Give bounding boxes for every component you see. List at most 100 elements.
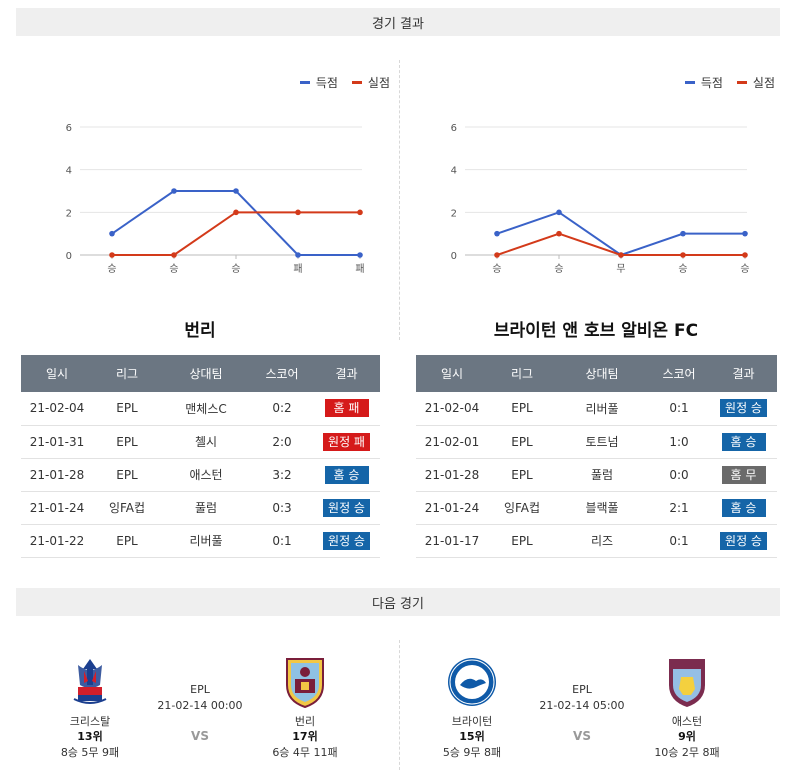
cell-date: 21-02-04 [416, 392, 488, 426]
home-team-record: 8승 5무 9패 [60, 746, 120, 759]
match-info: EPL 21-02-14 00:00 VS [145, 683, 255, 743]
cell-score: 3:2 [251, 458, 313, 492]
next-match-card[interactable]: 브라이턴 15위 5승 9무 8패 EPL 21-02-14 05:00 VS … [432, 655, 732, 775]
cell-date: 21-01-24 [416, 491, 488, 525]
cell-opponent: 맨체스C [161, 392, 251, 426]
result-badge: 원정 승 [720, 531, 767, 550]
cell-date: 21-01-24 [21, 491, 93, 525]
cell-date: 21-01-31 [21, 425, 93, 459]
results-section-title: 경기 결과 [372, 16, 424, 32]
table-row: 21-02-04 EPL 리버풀 0:1 원정 승 [416, 392, 777, 426]
data-point-scored [295, 252, 301, 258]
legend-swatch-scored [299, 81, 310, 84]
legend-swatch-scored [684, 81, 695, 84]
cell-date: 21-02-01 [416, 425, 488, 459]
cell-league: EPL [93, 524, 161, 558]
table-row: 21-01-28 EPL 풀럼 0:0 홈 무 [416, 458, 777, 492]
cell-league: EPL [93, 458, 161, 492]
home-team-name: 크리스탈 [69, 715, 111, 728]
team-title-right: 브라이턴 앤 호브 알비온 FC [493, 321, 699, 341]
result-badge: 홈 승 [324, 465, 369, 484]
results-table-right: 일시 리그 상대팀 스코어 결과 21-02-04 EPL 리버풀 0:1 원정 승 21… [416, 355, 777, 558]
match-league: EPL [572, 683, 592, 696]
away-team[interactable]: 애스턴 9위 10승 2무 8패 [647, 655, 727, 760]
cell-result: 원정 승 [710, 524, 777, 558]
data-point-conceded [618, 252, 624, 258]
home-team[interactable]: 크리스탈 13위 8승 5무 9패 [50, 655, 130, 760]
cell-league: EPL [488, 425, 556, 459]
table-row: 21-02-04 EPL 맨체스C 0:2 홈 패 [21, 392, 380, 426]
result-badge: 홈 승 [721, 498, 766, 517]
result-badge: 홈 패 [324, 399, 369, 418]
result-badge: 원정 승 [323, 531, 370, 550]
y-tick-label: 6 [451, 123, 457, 134]
next-match-section-title: 다음 경기 [372, 596, 424, 612]
cell-opponent: 리즈 [556, 524, 648, 558]
legend-item-conceded: 실점 [351, 74, 390, 91]
data-point-scored [680, 230, 686, 237]
data-point-scored [233, 188, 239, 194]
y-tick-label: 6 [66, 123, 72, 134]
result-badge: 홈 무 [721, 465, 766, 484]
cell-result: 홈 무 [710, 458, 777, 492]
result-badge: 원정 승 [323, 498, 370, 517]
cell-league: EPL [93, 425, 161, 459]
results-section-header: 경기 결과 [16, 8, 780, 36]
cell-result: 원정 승 [313, 491, 380, 525]
cell-score: 0:1 [251, 524, 313, 558]
data-point-conceded [556, 230, 562, 237]
cell-result: 원정 승 [710, 392, 777, 426]
away-team-name: 번리 [294, 715, 316, 728]
header-opponent: 상대팀 [556, 355, 648, 392]
burnley-crest-icon [286, 658, 324, 709]
y-tick-label: 0 [451, 251, 457, 262]
table-row: 21-01-31 EPL 첼시 2:0 원정 패 [21, 425, 380, 459]
chart-legend: 득점 실점 [684, 74, 775, 91]
cell-result: 홈 승 [710, 425, 777, 459]
match-datetime: 21-02-14 05:00 [539, 699, 625, 712]
legend-item-conceded: 실점 [736, 74, 775, 91]
y-tick-label: 4 [66, 166, 72, 177]
column-divider [399, 640, 400, 770]
cell-league: EPL [488, 392, 556, 426]
series-line-scored [111, 190, 360, 256]
legend-item-scored: 득점 [299, 74, 338, 91]
cell-score: 0:1 [648, 524, 710, 558]
away-team[interactable]: 번리 17위 6승 4무 11패 [265, 655, 345, 760]
header-score: 스코어 [251, 355, 313, 392]
away-team-name: 애스턴 [671, 715, 703, 728]
results-table-left: 일시 리그 상대팀 스코어 결과 21-02-04 EPL 맨체스C 0:2 홈 패 21… [21, 355, 380, 558]
cell-league: 잉FA컵 [488, 491, 556, 525]
table-header-row: 일시 리그 상대팀 스코어 결과 [21, 355, 380, 392]
cell-result: 원정 승 [313, 524, 380, 558]
cell-result: 홈 승 [710, 491, 777, 525]
home-team[interactable]: 브라이턴 15위 5승 9무 8패 [432, 655, 512, 760]
cell-date: 21-01-17 [416, 524, 488, 558]
data-point-scored [556, 209, 562, 216]
header-league: 리그 [488, 355, 556, 392]
crystal-palace-crest-icon [73, 659, 107, 704]
next-match-card[interactable]: 크리스탈 13위 8승 5무 9패 EPL 21-02-14 00:00 VS … [50, 655, 350, 775]
data-point-conceded [171, 252, 177, 258]
series-line-scored [496, 211, 745, 257]
data-point-conceded [295, 209, 301, 216]
legend-swatch-conceded [351, 81, 362, 84]
home-team-rank: 13위 [77, 730, 103, 743]
x-tick-label: 승 [678, 263, 687, 275]
data-point-conceded [494, 252, 500, 258]
chart-legend: 득점 실점 [299, 74, 390, 91]
cell-date: 21-01-22 [21, 524, 93, 558]
x-tick-label: 패 [293, 263, 302, 275]
cell-opponent: 풀럼 [161, 491, 251, 525]
legend-label-conceded: 실점 [752, 76, 775, 90]
team-title-left: 번리 [184, 321, 216, 341]
data-point-conceded [742, 252, 748, 258]
legend-label-scored: 득점 [315, 76, 338, 90]
vs-label: VS [573, 729, 591, 743]
header-league: 리그 [93, 355, 161, 392]
x-tick-label: 승 [169, 263, 178, 275]
cell-score: 0:0 [648, 458, 710, 492]
data-point-scored [494, 230, 500, 237]
x-tick-label: 무 [616, 264, 625, 275]
vs-label: VS [191, 729, 209, 743]
